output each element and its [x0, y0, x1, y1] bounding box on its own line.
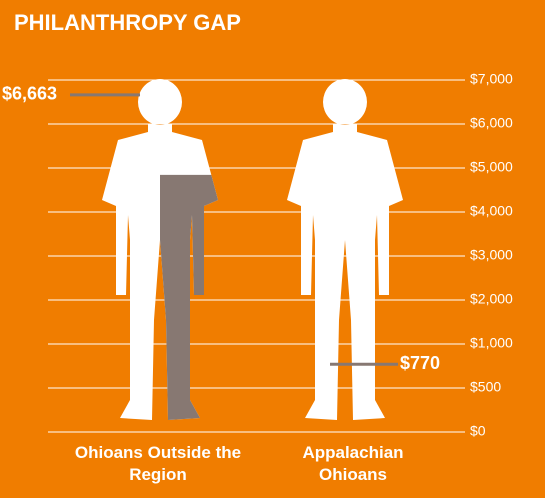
category-label: Appalachian Ohioans	[268, 442, 438, 486]
y-tick-label: $7,000	[470, 71, 513, 87]
chart: PHILANTHROPY GAP $0 $500 $1,000 $2,000 $3,00…	[0, 0, 545, 498]
y-tick-label: $0	[470, 423, 486, 439]
y-tick-label: $2,000	[470, 291, 513, 307]
chart-svg: PHILANTHROPY GAP $0 $500 $1,000 $2,000 $3,00…	[0, 0, 545, 498]
chart-title: PHILANTHROPY GAP	[14, 10, 241, 35]
y-tick-label: $3,000	[470, 247, 513, 263]
y-tick-label: $6,000	[470, 115, 513, 131]
category-label: Ohioans Outside the Region	[73, 442, 243, 486]
y-tick-label: $5,000	[470, 159, 513, 175]
y-tick-label: $1,000	[470, 335, 513, 351]
y-tick-label: $4,000	[470, 203, 513, 219]
empty-figure	[287, 79, 403, 420]
value-label: $770	[400, 353, 440, 373]
y-tick-label: $500	[470, 379, 501, 395]
value-label: $6,663	[2, 84, 57, 104]
